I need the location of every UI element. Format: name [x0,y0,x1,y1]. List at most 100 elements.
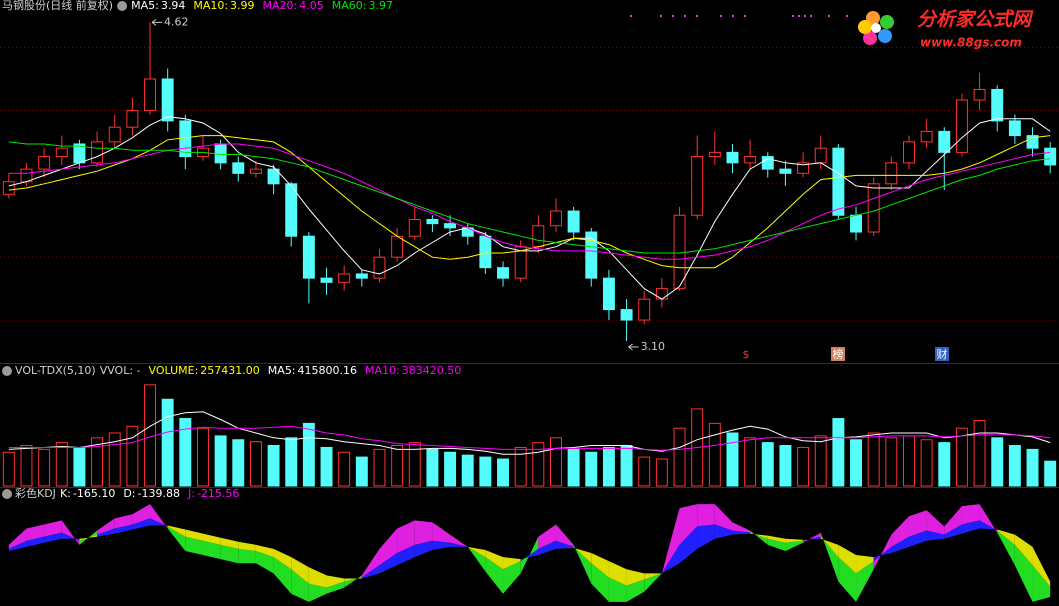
legend-text: -139.88 [138,487,180,500]
kdj-band [608,577,627,602]
candle-body [832,147,845,216]
kdj-band [291,569,309,602]
kdj-band [1032,546,1051,587]
kdj-band [8,528,27,549]
top-dot [846,15,848,17]
candle-body [1008,120,1021,137]
candle-body [91,141,104,164]
legend-text: 415800.16 [298,364,358,377]
volume-bar [373,448,386,487]
volume-bar [1044,460,1057,487]
kdj-band [273,557,292,594]
kdj-band [485,549,504,570]
legend-text: 3.94 [161,0,186,12]
volume-bar [832,418,845,487]
volume-bar [214,435,227,487]
candle-body [355,273,368,279]
kdj-band [44,532,62,543]
kdj-band [26,536,45,547]
candle-body [214,143,227,164]
logo-petal [858,20,872,34]
candle-body [38,156,51,170]
legend-text: MA60: [332,0,367,12]
kdj-band [820,536,839,558]
kdj-band [202,540,221,560]
volume-bar [973,419,986,487]
kdj-band [979,504,998,533]
kdj-band [961,504,980,525]
volume-bar [903,435,915,487]
legend-text: -165.10 [73,487,115,500]
volume-bar [885,437,898,487]
legend-text: 257431.00 [200,364,260,377]
kdj-band [538,540,556,556]
volume-bar [744,437,757,487]
kdj-band [856,555,874,574]
kdj-band [944,506,962,535]
kdj-band [291,557,309,584]
candle-body [797,162,810,174]
candle-body [655,288,668,300]
kdj-band [503,557,521,570]
kdj-band [202,533,221,545]
kdj-band [767,535,786,543]
kdj-band [820,532,839,582]
kdj-band [450,534,468,547]
kdj-band [608,561,627,586]
event-marker: 榜 [833,347,844,361]
kdj-band [467,546,486,558]
kdj-band [555,524,574,547]
candle-body [144,78,156,111]
ma-line [8,141,1051,254]
kdj-band [714,524,733,539]
candle-body [567,210,580,233]
candle-body [761,156,774,170]
kdj-band [944,524,962,539]
kdj-band [397,520,415,553]
volume-bar [179,418,192,487]
candle-body [938,130,951,153]
volume-bar [197,427,209,487]
candle-body [920,130,933,143]
candle-body [426,218,439,225]
kdj-band [750,530,768,545]
volume-bar [267,445,280,487]
candle-body [285,183,298,237]
candle-body [744,156,757,164]
kdj-band [273,548,292,570]
top-dot [732,15,734,17]
kdj-band [732,530,751,535]
kdj-band [220,537,239,549]
kdj-band [591,553,609,578]
kdj-band [344,577,362,582]
event-marker: 财 [937,347,948,361]
candle-body [779,168,792,174]
candle-body [232,162,245,174]
top-dot [804,15,806,17]
volume-bar [532,442,545,487]
kdj-band [432,540,451,550]
kdj-band [79,534,98,541]
kdj-band [167,526,186,551]
kdj-band [361,565,380,579]
kdj-band [573,546,592,564]
kdj-band [873,534,892,570]
top-dot [672,15,674,17]
watermark-title: 分析家公式网 [917,9,1034,31]
top-dot [828,15,830,17]
volume-bar [991,437,1004,487]
candle-body [179,120,192,158]
volume-bar [761,442,774,487]
kdj-band [714,504,733,531]
kdj-band [379,553,398,574]
candle-body [638,298,651,321]
kdj-band [1014,534,1033,566]
volume-bar [850,439,862,487]
kdj-band [1032,565,1051,602]
legend-text: VOLUME: [149,364,199,377]
kdj-band [132,518,151,530]
kdj-band [803,532,821,543]
kdj-band [379,528,398,566]
